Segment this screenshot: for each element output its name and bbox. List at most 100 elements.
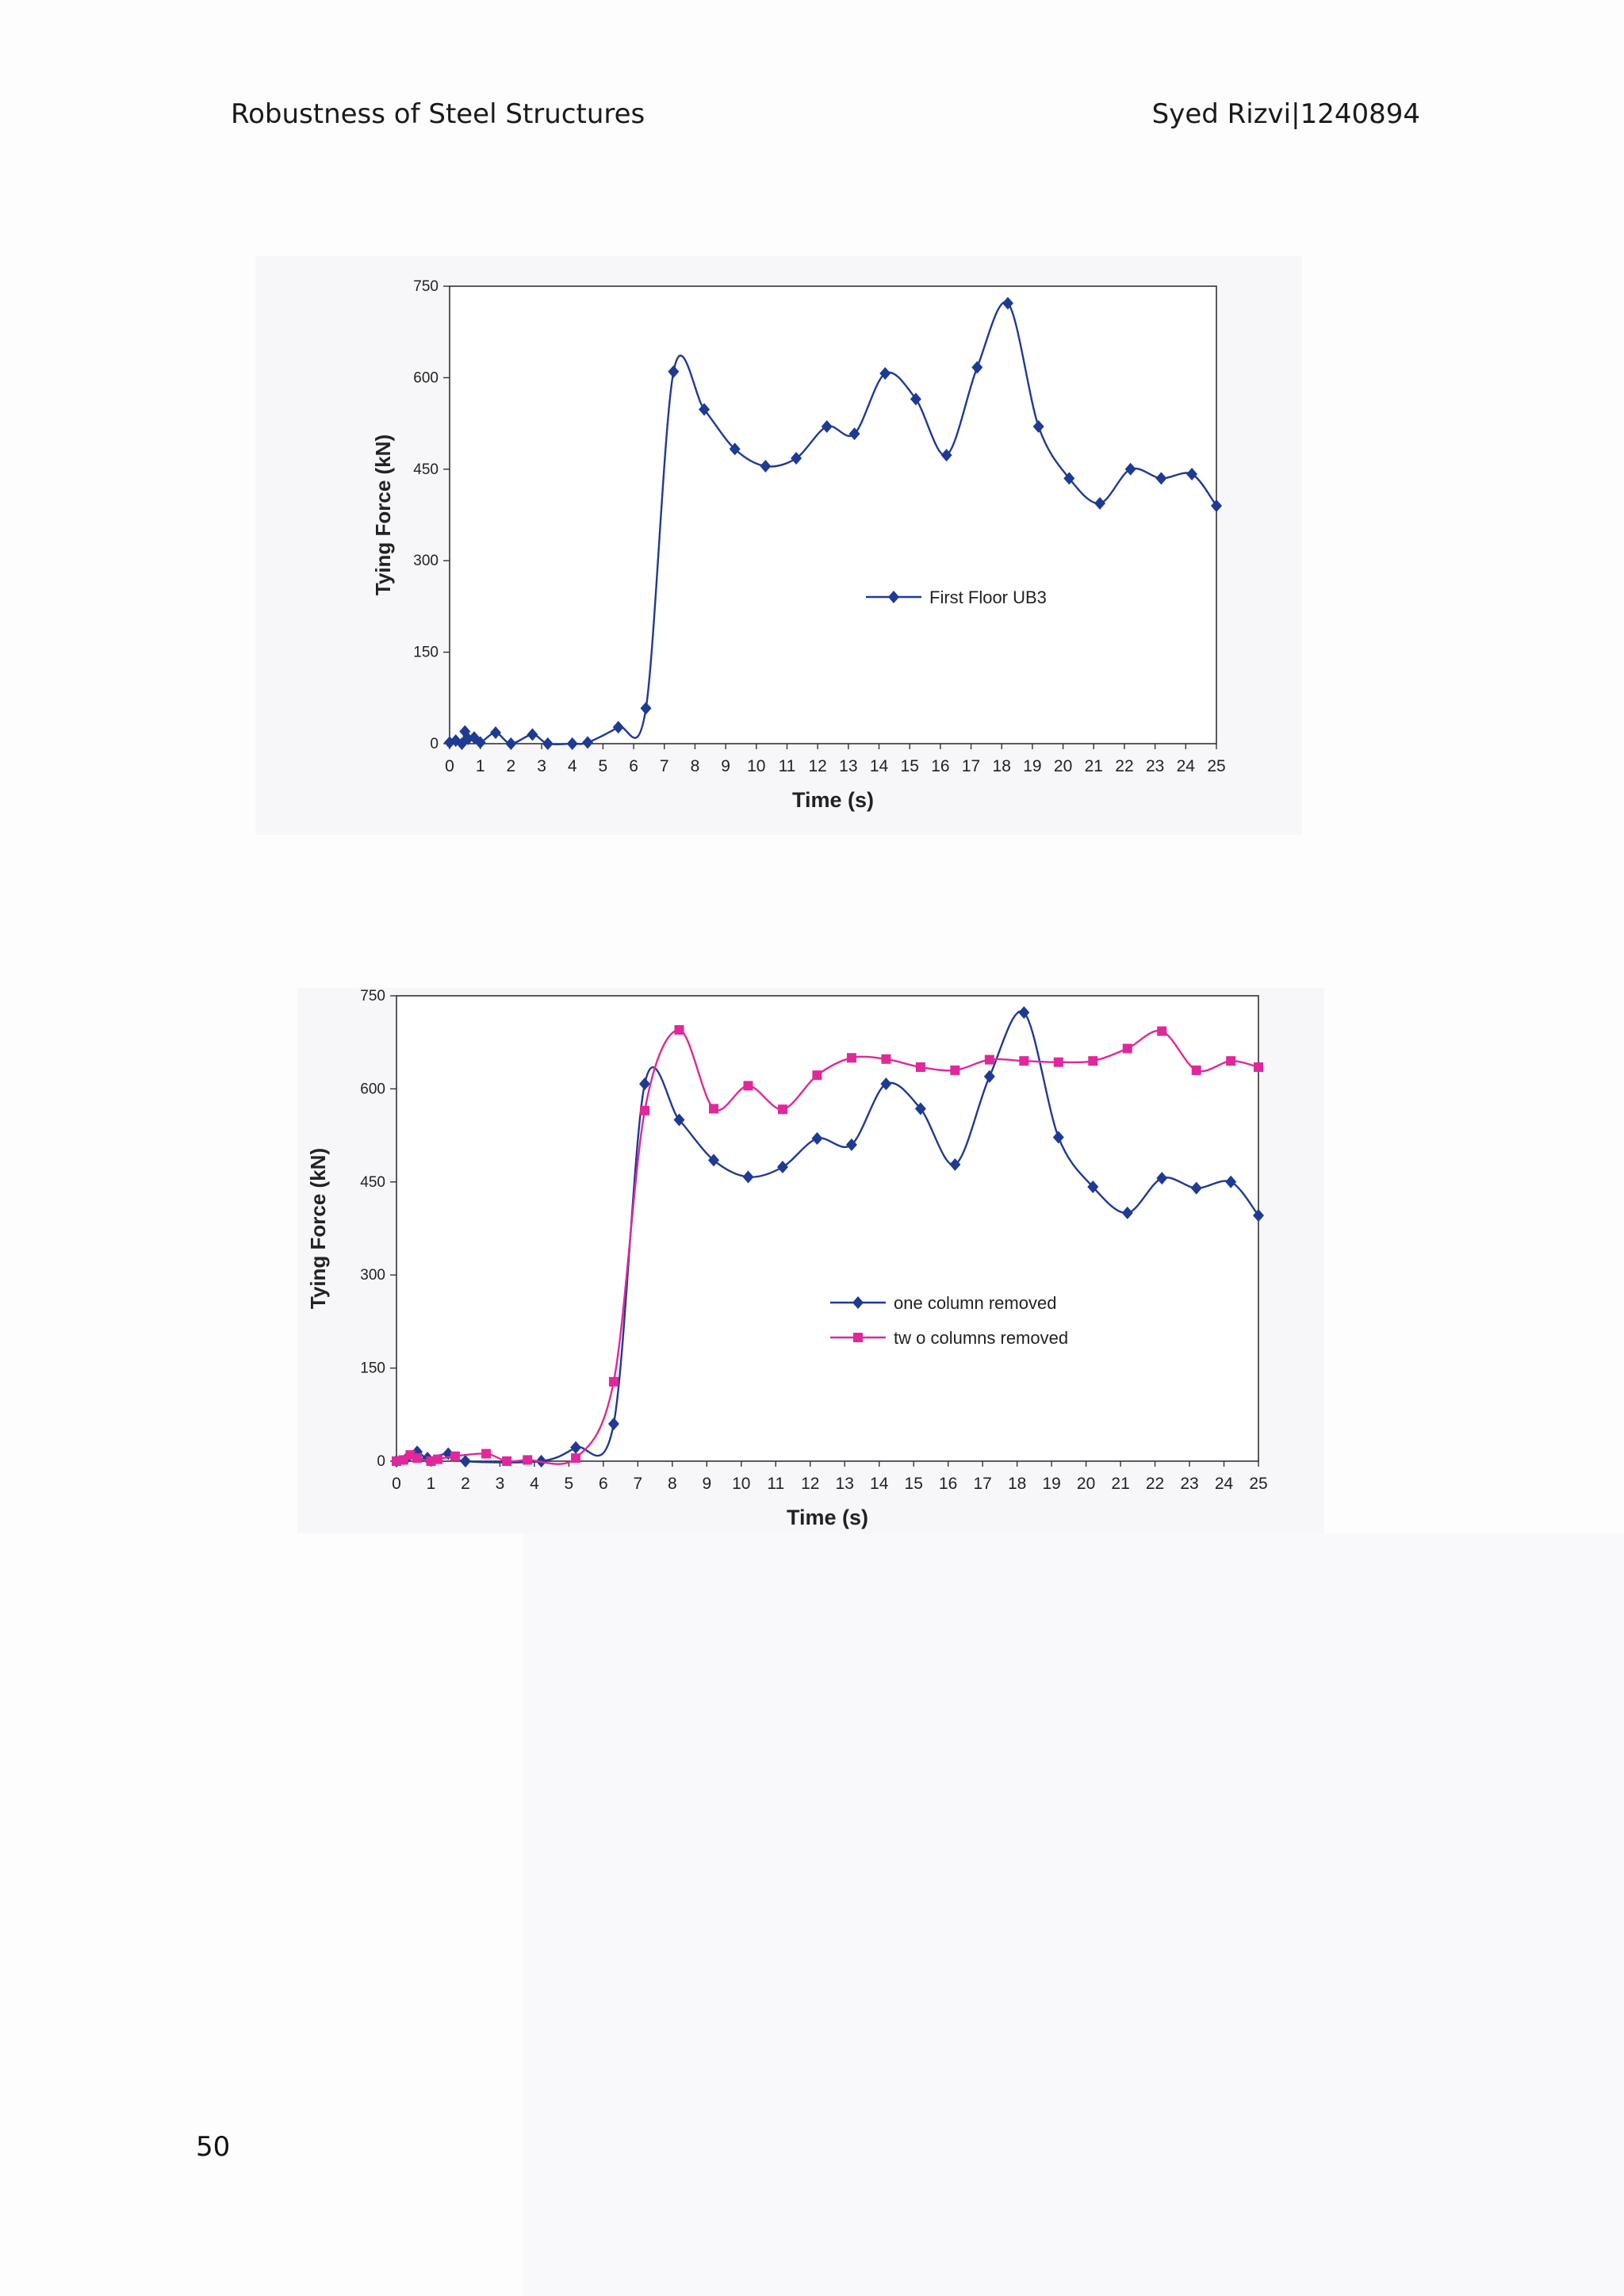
y-axis-label: Tying Force (kN) — [306, 1148, 330, 1309]
x-tick-label: 20 — [1077, 1475, 1095, 1493]
x-tick-label: 1 — [427, 1475, 436, 1493]
x-tick-label: 3 — [496, 1475, 505, 1493]
x-tick-label: 15 — [901, 757, 919, 775]
data-point — [1094, 496, 1106, 510]
x-tick-label: 22 — [1146, 1475, 1164, 1493]
data-point — [571, 1453, 581, 1464]
data-point — [845, 1138, 857, 1151]
data-point — [1088, 1056, 1098, 1066]
y-axis-label: Tying Force (kN) — [371, 434, 395, 595]
data-point — [566, 737, 578, 750]
x-tick-label: 23 — [1180, 1475, 1198, 1493]
x-tick-label: 10 — [732, 1475, 750, 1493]
page-number: 50 — [196, 2131, 231, 2163]
x-tick-label: 16 — [931, 757, 949, 775]
x-tick-label: 9 — [702, 1475, 711, 1493]
legend-marker — [888, 591, 899, 603]
data-point — [608, 1376, 619, 1387]
x-tick-label: 15 — [905, 1475, 923, 1493]
data-point — [612, 721, 624, 734]
x-tick-label: 8 — [691, 757, 700, 775]
data-point — [639, 1077, 651, 1091]
data-point — [527, 728, 538, 741]
data-point — [505, 737, 517, 750]
data-point — [708, 1154, 720, 1167]
data-point — [412, 1453, 423, 1464]
x-tick-label: 14 — [870, 1475, 889, 1493]
data-point — [811, 1132, 823, 1146]
data-point — [910, 392, 921, 406]
data-point — [490, 726, 502, 740]
data-point — [983, 1070, 995, 1083]
data-point — [812, 1070, 822, 1081]
x-tick-label: 24 — [1215, 1475, 1234, 1493]
data-point — [582, 736, 594, 749]
y-tick-label: 600 — [413, 369, 439, 386]
data-point — [821, 419, 833, 433]
data-point — [674, 1025, 684, 1035]
data-point — [1155, 472, 1167, 485]
data-point — [1052, 1131, 1064, 1144]
data-point — [640, 702, 652, 715]
data-point — [1087, 1181, 1099, 1194]
x-tick-label: 6 — [629, 757, 638, 775]
data-point — [1019, 1056, 1029, 1066]
data-point — [971, 361, 983, 374]
x-tick-label: 10 — [747, 757, 765, 775]
y-tick-label: 450 — [360, 1174, 385, 1191]
scan-shade — [523, 1533, 1624, 2296]
data-point — [880, 1077, 892, 1091]
y-tick-label: 600 — [360, 1081, 385, 1097]
x-tick-label: 20 — [1054, 757, 1072, 775]
x-tick-label: 6 — [599, 1475, 608, 1493]
data-point — [607, 1418, 619, 1431]
data-point — [1053, 1057, 1063, 1067]
data-point — [729, 442, 741, 456]
plot-area — [449, 285, 1217, 744]
data-point — [742, 1170, 754, 1184]
legend-label: one column removed — [894, 1293, 1056, 1313]
data-point — [474, 736, 486, 749]
x-tick-label: 17 — [973, 1475, 991, 1493]
data-point — [1254, 1062, 1263, 1073]
data-point — [481, 1448, 492, 1459]
x-tick-label: 4 — [568, 757, 577, 775]
y-tick-label: 750 — [413, 278, 439, 295]
data-point — [1002, 297, 1013, 310]
x-tick-label: 13 — [839, 757, 857, 775]
data-point — [940, 449, 952, 462]
data-point — [1191, 1065, 1201, 1075]
data-point — [776, 1161, 788, 1174]
data-point — [915, 1062, 925, 1073]
data-point — [1190, 1181, 1202, 1195]
x-tick-label: 3 — [537, 757, 546, 775]
x-tick-label: 21 — [1111, 1475, 1129, 1493]
data-point — [502, 1456, 512, 1466]
x-tick-label: 19 — [1042, 1475, 1060, 1493]
y-tick-label: 300 — [413, 553, 439, 569]
data-point — [949, 1158, 961, 1171]
plot-area — [396, 995, 1259, 1462]
y-tick-label: 150 — [413, 645, 439, 661]
x-tick-label: 19 — [1023, 757, 1041, 775]
data-point — [848, 427, 860, 441]
data-point — [405, 1450, 416, 1460]
data-point — [743, 1081, 753, 1091]
data-point — [1226, 1056, 1236, 1066]
x-tick-label: 7 — [634, 1475, 643, 1493]
data-point — [1121, 1206, 1133, 1219]
y-tick-label: 0 — [377, 1453, 385, 1470]
data-point — [699, 403, 710, 416]
legend-label: tw o columns removed — [894, 1328, 1068, 1348]
data-point — [881, 1054, 891, 1064]
x-tick-label: 17 — [962, 757, 980, 775]
data-point — [523, 1455, 533, 1465]
data-point — [542, 737, 553, 750]
x-tick-label: 11 — [767, 1475, 784, 1493]
data-point — [1124, 462, 1136, 476]
x-axis-label: Time (s) — [787, 1506, 868, 1529]
legend-marker — [852, 1296, 864, 1309]
header-left: Robustness of Steel Structures — [231, 98, 645, 130]
data-point — [760, 459, 772, 473]
